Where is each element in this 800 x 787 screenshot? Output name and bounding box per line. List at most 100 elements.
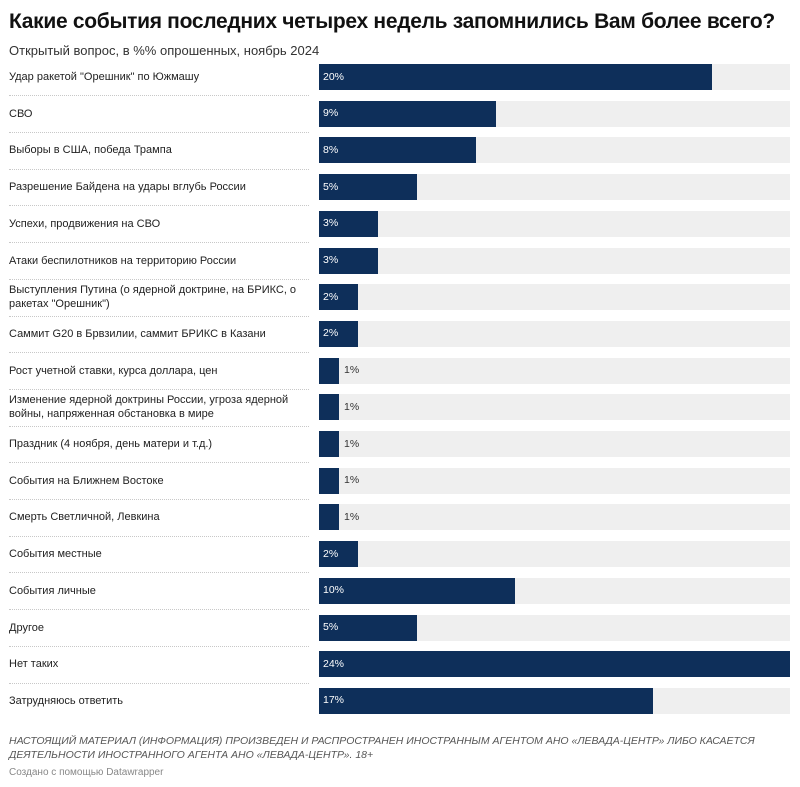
value-label: 20% xyxy=(323,70,345,83)
row-separator xyxy=(9,315,309,317)
bar xyxy=(319,210,378,237)
value-label: 17% xyxy=(323,694,345,707)
row-separator xyxy=(9,462,309,464)
row-separator xyxy=(9,205,309,207)
bar xyxy=(319,394,339,421)
bar-track: 2% xyxy=(319,541,790,568)
value-label: 1% xyxy=(344,510,360,523)
row-separator xyxy=(9,682,309,684)
value-label: 10% xyxy=(323,584,345,597)
bar-track: 3% xyxy=(319,210,790,237)
category-label: Выборы в США, победа Трампа xyxy=(9,144,172,157)
category-label: Праздник (4 ноября, день матери и т.д.) xyxy=(9,438,213,450)
bar-row: Выступления Путина (о ядерной доктрине, … xyxy=(0,278,800,311)
bar-track: 1% xyxy=(319,357,790,384)
category-label: Удар ракетой "Орешник" по Южмашу xyxy=(9,71,200,83)
chart-subtitle: Открытый вопрос, в %% опрошенных, ноябрь… xyxy=(9,43,320,58)
bar-row: Удар ракетой "Орешник" по Южмашу 20% xyxy=(0,64,800,90)
category-label: Нет таких xyxy=(9,658,59,671)
bar-track: 24% xyxy=(319,651,790,678)
row-separator xyxy=(9,132,309,134)
bar-row: Саммит G20 в Брвзилии, саммит БРИКС в Ка… xyxy=(0,315,800,347)
value-label: 3% xyxy=(323,254,339,266)
row-separator xyxy=(9,572,309,574)
bar-row: Выборы в США, победа Трампа 8% xyxy=(0,132,800,164)
value-label: 2% xyxy=(323,547,339,560)
bar xyxy=(319,247,378,274)
bar-row: Затрудняюсь ответить 17% xyxy=(0,682,800,714)
row-separator xyxy=(9,168,309,170)
category-label: Успехи, продвижения на СВО xyxy=(9,217,161,230)
value-label: 5% xyxy=(323,621,339,633)
bar-row: Атаки беспилотников на территорию России… xyxy=(0,242,800,274)
bar-row: События на Ближнем Востоке 1% xyxy=(0,462,800,494)
category-label: Рост учетной ставки, курса доллара, цен xyxy=(9,364,218,377)
bar-row: События личные 10% xyxy=(0,572,800,604)
value-label: 9% xyxy=(323,107,339,120)
category-label: Смерть Светличной, Левкина xyxy=(9,511,160,524)
bar xyxy=(319,284,358,311)
bar xyxy=(319,687,653,714)
bar-track: 3% xyxy=(319,247,790,274)
row-separator xyxy=(9,242,309,244)
row-separator xyxy=(9,425,309,427)
bar-row: Смерть Светличной, Левкина 1% xyxy=(0,499,800,531)
value-label: 24% xyxy=(323,657,345,670)
bar-row: События местные 2% xyxy=(0,535,800,568)
category-label: Саммит G20 в Брвзилии, саммит БРИКС в Ка… xyxy=(9,327,266,340)
value-label: 1% xyxy=(344,364,360,377)
category-label: Разрешение Байдена на удары вглубь Росси… xyxy=(9,181,246,194)
category-label: События личные xyxy=(9,584,96,597)
bar-track: 5% xyxy=(319,174,790,201)
bar-row: СВО 9% xyxy=(0,95,800,127)
bar xyxy=(319,577,515,604)
bar-track: 1% xyxy=(319,467,790,494)
bar xyxy=(319,431,339,457)
bar xyxy=(319,467,339,494)
bar-row: Разрешение Байдена на удары вглубь Росси… xyxy=(0,168,800,201)
bar xyxy=(319,137,476,164)
category-label: Другое xyxy=(9,621,44,634)
bar-row: Другое 5% xyxy=(0,609,800,641)
category-label: Атаки беспилотников на территорию России xyxy=(9,254,237,267)
row-separator xyxy=(9,645,309,647)
bar-track: 17% xyxy=(319,687,790,714)
bar-track: 1% xyxy=(319,394,790,421)
bar-row: Рост учетной ставки, курса доллара, цен 1… xyxy=(0,352,800,384)
row-separator xyxy=(9,278,309,280)
bar-row: Праздник (4 ноября, день матери и т.д.) 1… xyxy=(0,425,800,457)
row-separator xyxy=(9,609,309,611)
row-separator xyxy=(9,499,309,501)
value-label: 8% xyxy=(323,143,339,156)
bar xyxy=(319,100,496,127)
bar xyxy=(319,541,358,568)
bar xyxy=(319,651,790,678)
bar xyxy=(319,614,417,641)
category-label: События местные xyxy=(9,548,102,561)
category-label: События на Ближнем Востоке xyxy=(9,474,164,487)
bar-track: 1% xyxy=(319,504,790,531)
value-label: 1% xyxy=(344,400,360,413)
chart-title: Какие события последних четырех недель з… xyxy=(9,10,775,33)
category-label: СВО xyxy=(9,107,33,120)
value-label: 1% xyxy=(344,437,360,450)
value-label: 2% xyxy=(323,327,339,340)
category-label: Выступления Путина (о ядерной доктрине, … xyxy=(9,284,297,311)
bar-track: 1% xyxy=(319,431,790,457)
bar xyxy=(319,320,358,347)
bar-track: 9% xyxy=(319,100,790,127)
row-separator xyxy=(9,535,309,537)
row-separator xyxy=(9,95,309,97)
row-separator xyxy=(9,352,309,354)
bar-chart: Удар ракетой "Орешник" по Южмашу 20% СВО 9%… xyxy=(0,64,800,725)
value-label: 1% xyxy=(344,474,360,487)
row-separator xyxy=(9,388,309,390)
value-label: 2% xyxy=(323,290,339,303)
value-label: 5% xyxy=(323,180,339,193)
value-label: 3% xyxy=(323,217,339,230)
bar xyxy=(319,174,417,201)
bar-track: 8% xyxy=(319,137,790,164)
bar-track: 2% xyxy=(319,320,790,347)
bar-track: 2% xyxy=(319,284,790,311)
bar xyxy=(319,504,339,531)
